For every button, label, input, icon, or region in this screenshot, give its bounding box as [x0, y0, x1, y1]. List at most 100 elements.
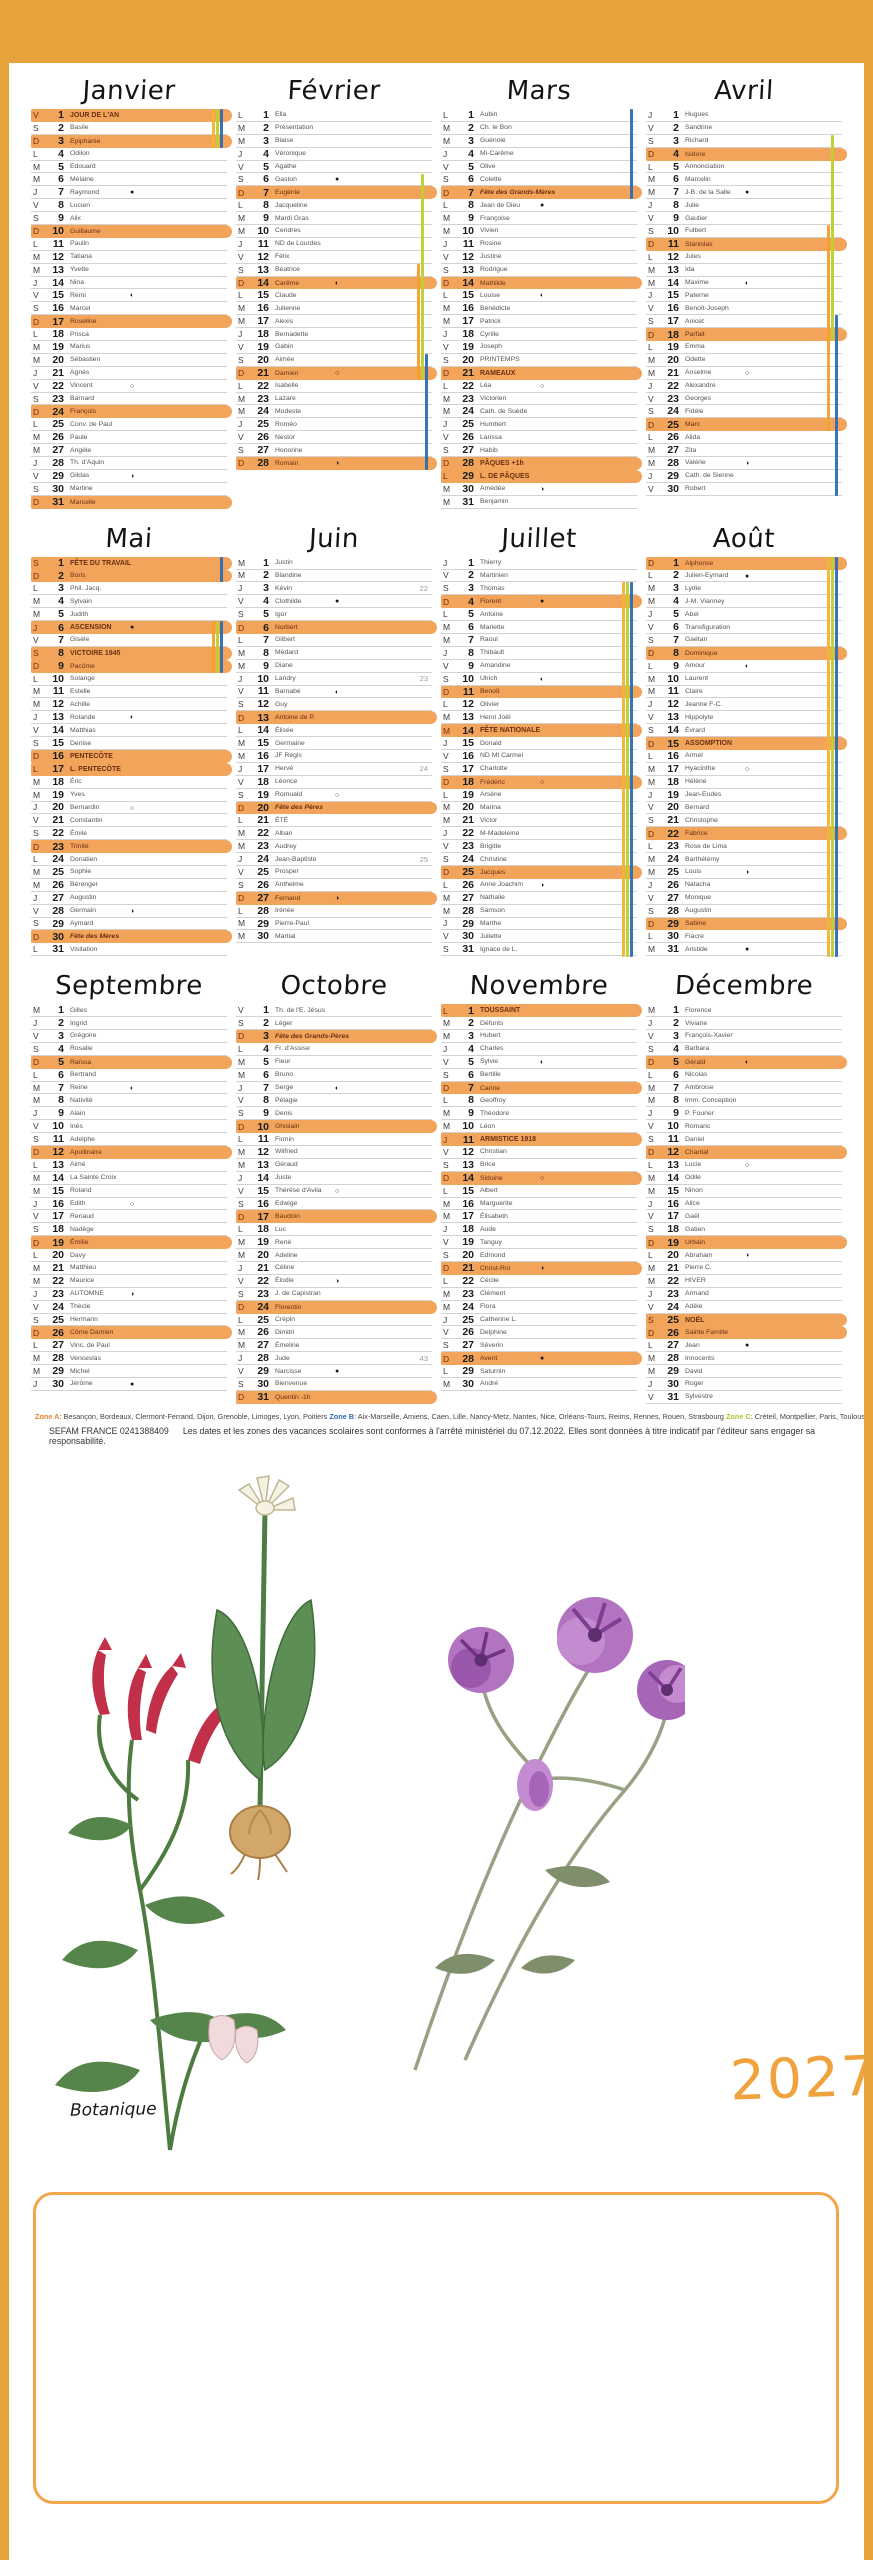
day-row: S 22 Émile [31, 827, 227, 841]
day-row: M 6 Mariette [441, 621, 637, 634]
saint-name: Humbert [480, 420, 507, 428]
saint-name: Justine [480, 253, 502, 261]
weekday-letter: D [33, 316, 40, 327]
saint-name: Reine [70, 1084, 88, 1091]
saint-name: Marcelin [685, 175, 711, 183]
day-row: M 14 La Sainte Croix [31, 1172, 227, 1185]
day-row: M 3 Guénolé [441, 135, 637, 148]
moon-phase-icon: ○ [130, 382, 135, 390]
day-row: M 1 Gilles [31, 1004, 227, 1018]
weekday-letter: S [238, 445, 244, 456]
day-number: 18 [667, 1223, 679, 1236]
weekday-letter: M [33, 609, 41, 620]
weekday-letter: L [648, 750, 653, 761]
weekday-letter: S [33, 1134, 39, 1145]
saint-name: Cath. de Sienne [685, 472, 734, 480]
day-number: 14 [462, 1172, 474, 1185]
weekday-letter: M [443, 483, 451, 494]
day-number: 11 [667, 238, 679, 251]
day-number: 20 [462, 801, 474, 814]
day-number: 8 [673, 1094, 679, 1107]
day-number: 9 [58, 660, 64, 673]
saint-name: ASCENSION [70, 624, 112, 631]
weekday-letter: V [648, 393, 654, 404]
day-number: 28 [52, 1352, 64, 1365]
day-row: L 15 Claude [236, 289, 432, 303]
day-number: 30 [257, 930, 269, 943]
weekday-letter: D [33, 661, 40, 672]
zone-a-cities: : Besançon, Bordeaux, Clermont-Ferrand, … [59, 1411, 328, 1421]
saint-name: Sébastien [70, 356, 101, 364]
month-days: L 1 TOUSSAINT M 2 Défunts M 3 Hubert J 4 Charles V 5 S… [441, 1004, 642, 1391]
weekday-letter: J [648, 470, 653, 481]
weekday-letter: J [238, 238, 243, 249]
day-number: 1 [263, 556, 269, 569]
day-row: S 13 Rodrigue [441, 264, 637, 277]
day-number: 18 [462, 1223, 474, 1236]
saint-name: Cendres [275, 227, 301, 235]
day-number: 11 [257, 1133, 269, 1146]
day-number: 22 [257, 379, 269, 392]
day-row: D 28 PÂQUES +1h [441, 457, 642, 470]
weekday-letter: M [648, 763, 656, 774]
weekday-letter: S [33, 1224, 39, 1235]
moon-phase-icon: ◐ [540, 1058, 545, 1066]
moon-phase-icon: ◐ [130, 1084, 135, 1092]
day-row: M 30 André [441, 1378, 637, 1391]
day-number: 27 [462, 1339, 474, 1352]
moon-phase-icon: ○ [335, 791, 340, 799]
day-number: 8 [58, 199, 64, 212]
weekday-letter: V [443, 750, 449, 761]
day-row: J 3 Kévin 22 [236, 582, 432, 596]
saint-name: Innocents [685, 1354, 715, 1362]
day-number: 19 [52, 1236, 64, 1249]
day-row: L 8 Jacqueline [236, 199, 432, 213]
day-number: 8 [58, 1094, 64, 1107]
day-row: M 23 Lazare [236, 393, 432, 406]
weekday-letter: S [238, 609, 244, 620]
weekday-letter: M [648, 854, 656, 865]
day-number: 5 [673, 608, 679, 621]
left-edge-band [0, 0, 9, 2560]
day-number: 3 [263, 582, 269, 595]
day-row: D 27 Fernand ◑ [236, 891, 437, 905]
day-row: M 23 Clément [441, 1288, 637, 1301]
weekday-letter: L [238, 290, 243, 301]
day-row: D 13 Antoine de P. [236, 711, 437, 725]
day-number: 16 [257, 749, 269, 762]
day-row: L 2 Julien-Eymard ● [646, 569, 842, 583]
weekday-letter: M [33, 1275, 41, 1286]
day-number: 21 [667, 1261, 679, 1274]
weekday-letter: M [33, 1095, 41, 1106]
saint-name: Gisèle [70, 636, 90, 644]
saint-name: Bienvenue [275, 1380, 308, 1388]
saint-name: Aymard [70, 919, 94, 927]
day-number: 13 [257, 711, 269, 724]
day-row: M 8 Médard [236, 647, 432, 660]
day-number: 17 [257, 762, 269, 775]
saint-name: Gaétan [685, 636, 708, 644]
weekday-letter: D [238, 278, 245, 289]
weekday-letter: L [33, 764, 38, 775]
saint-name: Solange [70, 675, 95, 683]
day-number: 14 [52, 276, 64, 289]
day-number: 4 [673, 1042, 679, 1055]
day-number: 17 [257, 315, 269, 328]
saint-name: Edith [70, 1200, 86, 1208]
weekday-letter: J [33, 802, 38, 813]
weekday-letter: L [238, 725, 243, 736]
day-number: 27 [52, 444, 64, 457]
saint-name: J. de Capistran [275, 1290, 321, 1298]
day-number: 16 [257, 1197, 269, 1210]
day-number: 16 [52, 1197, 64, 1210]
day-number: 6 [58, 1068, 64, 1081]
day-row: L 11 Firmin [236, 1133, 432, 1147]
saint-name: Marina [480, 803, 501, 811]
weekday-letter: D [238, 1031, 245, 1042]
day-row: M 22 Maurice [31, 1275, 227, 1288]
day-row: S 15 Denise [31, 737, 227, 750]
day-row: M 6 Marcelin [646, 173, 842, 187]
day-row: D 25 Marc [646, 418, 847, 432]
weekday-letter: M [443, 634, 451, 645]
day-number: 10 [52, 672, 64, 685]
